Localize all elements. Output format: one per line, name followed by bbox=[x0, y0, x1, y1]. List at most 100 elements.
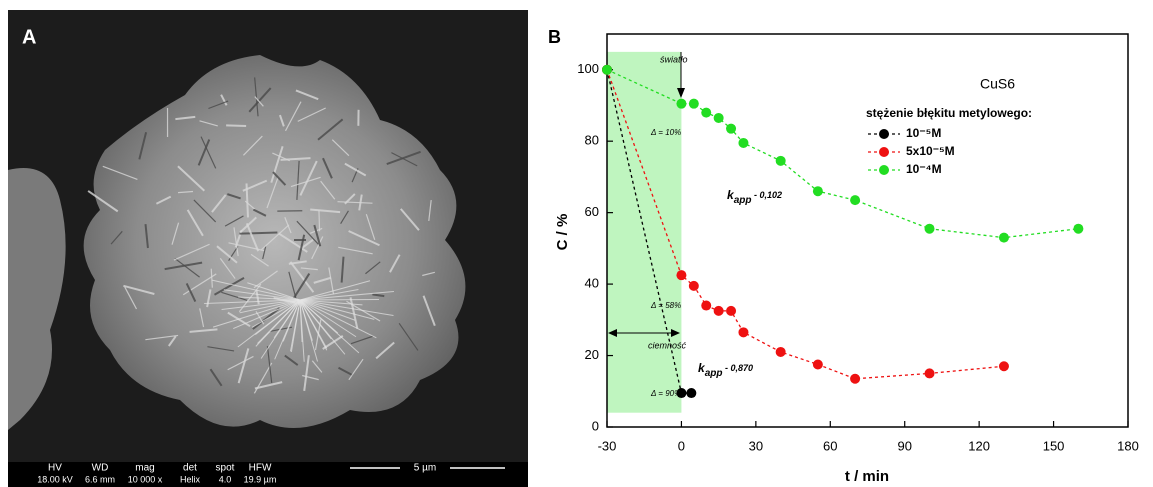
sem-flake bbox=[209, 368, 223, 387]
sem-flake bbox=[221, 291, 248, 301]
sem-flake bbox=[255, 299, 301, 347]
sem-flake bbox=[284, 101, 302, 132]
rate-sub: app bbox=[705, 368, 723, 379]
x-tick-label: 150 bbox=[1043, 438, 1065, 453]
data-point bbox=[713, 112, 724, 123]
sem-flake bbox=[318, 210, 321, 232]
sem-flake bbox=[252, 307, 281, 330]
sem-flake bbox=[272, 171, 287, 186]
sem-flake bbox=[173, 243, 210, 261]
sem-flake bbox=[212, 299, 301, 328]
info-value: 18.00 kV bbox=[37, 474, 73, 484]
sem-flake bbox=[290, 176, 321, 188]
sem-flake bbox=[299, 299, 328, 351]
sem-flake bbox=[185, 283, 197, 302]
sem-flake bbox=[350, 335, 373, 345]
info-header: HFW bbox=[249, 463, 272, 474]
data-point bbox=[688, 98, 699, 109]
info-value: 4.0 bbox=[219, 474, 232, 484]
annotation: ciemność bbox=[648, 340, 687, 350]
sem-flake bbox=[375, 341, 395, 360]
data-point bbox=[726, 123, 737, 134]
sem-flake bbox=[340, 256, 345, 283]
sem-flake bbox=[289, 261, 315, 293]
sem-flake bbox=[155, 195, 172, 205]
sem-flake bbox=[254, 77, 259, 117]
legend-label: 5x10⁻⁵M bbox=[906, 144, 955, 158]
annotation: CuS6 bbox=[980, 76, 1015, 92]
sem-flake bbox=[348, 230, 380, 247]
sem-flake bbox=[210, 268, 213, 288]
sem-flake bbox=[270, 146, 284, 183]
sem-flake bbox=[177, 190, 194, 194]
sem-flake bbox=[340, 210, 349, 224]
series-line bbox=[606, 69, 1005, 380]
sem-flake bbox=[272, 152, 290, 162]
sem-flake bbox=[219, 258, 236, 279]
sem-flake bbox=[428, 199, 432, 221]
rate-value: - 0,870 bbox=[722, 363, 753, 373]
sem-flake bbox=[200, 136, 217, 169]
data-point bbox=[726, 305, 737, 316]
sem-flake bbox=[400, 208, 420, 231]
sem-flake bbox=[204, 299, 301, 304]
sem-flake bbox=[299, 299, 360, 354]
y-tick-label: 20 bbox=[585, 347, 599, 362]
arrow-head bbox=[677, 88, 685, 98]
x-tick-label: 60 bbox=[823, 438, 837, 453]
shaded-region bbox=[607, 51, 682, 413]
info-header: HV bbox=[48, 463, 62, 474]
sem-flake bbox=[186, 209, 204, 237]
sem-flake bbox=[299, 299, 356, 321]
sem-flake bbox=[358, 194, 363, 211]
sem-flake bbox=[239, 216, 257, 234]
sem-flake bbox=[389, 254, 401, 273]
chart: B t / min C / % -30 0 30 60 90 120 150 180 0 20 40… bbox=[548, 27, 1139, 485]
sem-flake bbox=[211, 194, 227, 213]
sem-flake bbox=[254, 299, 301, 336]
sem-flake bbox=[144, 224, 149, 249]
sem-flake bbox=[237, 348, 250, 384]
sem-flake bbox=[317, 118, 344, 141]
sem-flake bbox=[278, 114, 285, 127]
sem-flake bbox=[262, 246, 267, 260]
sem-flake bbox=[242, 179, 268, 192]
sem-flake bbox=[331, 139, 350, 157]
sem-flake bbox=[299, 290, 394, 301]
info-value: 6.6 mm bbox=[85, 474, 115, 484]
sem-flake bbox=[299, 280, 371, 301]
sem-flake bbox=[189, 328, 218, 333]
data-point bbox=[688, 280, 699, 291]
sem-flake bbox=[171, 222, 180, 245]
sem-flake bbox=[251, 299, 301, 328]
sem-flake bbox=[245, 223, 260, 252]
data-point bbox=[738, 137, 749, 148]
sem-flake bbox=[313, 276, 332, 284]
sem-flake bbox=[145, 334, 179, 341]
sem-flake bbox=[344, 162, 367, 177]
data-point bbox=[812, 186, 823, 197]
sem-flake bbox=[297, 107, 326, 122]
y-tick-label: 60 bbox=[585, 204, 599, 219]
sem-flake bbox=[311, 236, 324, 260]
data-point bbox=[998, 361, 1009, 372]
data-point bbox=[1073, 223, 1084, 234]
sem-flake bbox=[168, 335, 177, 347]
info-header: spot bbox=[216, 463, 235, 474]
sem-flake bbox=[391, 152, 418, 167]
x-tick-label: -30 bbox=[598, 438, 617, 453]
data-point bbox=[686, 388, 697, 399]
data-point bbox=[775, 346, 786, 357]
sem-flake bbox=[338, 366, 354, 377]
y-tick-label: 40 bbox=[585, 276, 599, 291]
sem-flake bbox=[302, 374, 319, 381]
sem-flake bbox=[238, 296, 301, 301]
sem-flake bbox=[110, 230, 123, 245]
info-header: WD bbox=[92, 463, 109, 474]
sem-flake bbox=[182, 273, 217, 296]
sem-texture bbox=[87, 77, 436, 394]
sem-flake bbox=[233, 299, 301, 330]
sem-flake bbox=[299, 299, 357, 338]
sem-flake bbox=[372, 293, 385, 298]
sem-flake bbox=[226, 124, 247, 127]
